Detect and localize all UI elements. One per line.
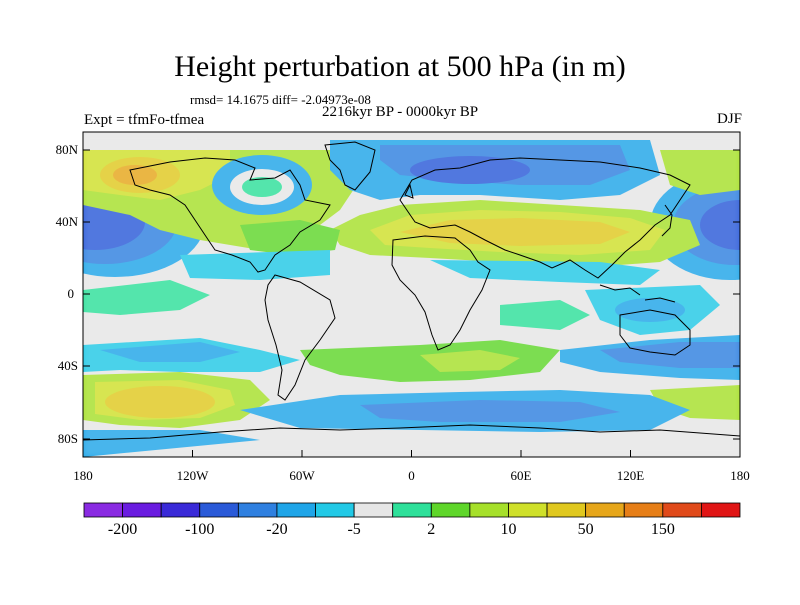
map-panel: 80N 40N 0 40S 80S 180 120W 60W 0 60E 120… [56, 131, 750, 483]
coastlines [83, 141, 740, 441]
colorbar-swatch [353, 502, 394, 518]
lon-label-0: 0 [408, 468, 415, 483]
coastline-indonesia [599, 284, 676, 303]
colorbar-swatch [122, 502, 162, 518]
plot-title: Height perturbation at 500 hPa (in m) [174, 50, 626, 83]
colorbar-swatch [508, 502, 548, 518]
colorbar-swatch [392, 502, 432, 518]
time-period-label: 2216kyr BP - 0000kyr BP [321, 104, 479, 120]
colorbar-swatch [315, 502, 355, 518]
colorbar-swatch [237, 502, 278, 518]
latitude-labels: 80N 40N 0 40S 80S [56, 142, 79, 446]
experiment-label: Expt = tfmFo-tfmea [84, 112, 205, 128]
colorbar-label: 50 [578, 521, 594, 538]
colorbar-label: -100 [185, 521, 214, 538]
coastline-japan [661, 204, 673, 237]
lat-label-40n: 40N [56, 214, 79, 229]
colorbar-label: -200 [108, 521, 137, 538]
colorbar-label: -20 [266, 521, 287, 538]
colorbar-swatch [430, 502, 471, 518]
lat-label-0: 0 [68, 286, 75, 301]
coastline-north-america [129, 157, 331, 273]
colorbar-swatch [160, 502, 201, 518]
season-label: DJF [716, 111, 742, 127]
colorbar-swatch [83, 502, 123, 518]
colorbar-label: 2 [427, 521, 435, 538]
colorbar-swatch [199, 502, 239, 518]
coastline-antarctica [83, 424, 740, 441]
rmsd-diff-stats: rmsd= 14.1675 diff= -2.04973e-08 [190, 92, 371, 107]
colorbar-swatch [701, 502, 741, 518]
lat-label-40s: 40S [58, 358, 78, 373]
colorbar-swatch [662, 502, 702, 518]
coastline-australia [619, 309, 691, 356]
colorbar [83, 502, 741, 518]
lat-label-80n: 80N [56, 142, 79, 157]
colorbar-label: 150 [651, 521, 675, 538]
lon-label-180e: 180 [730, 468, 750, 483]
colorbar-label: -5 [347, 521, 360, 538]
longitude-labels: 180 120W 60W 0 60E 120E 180 [73, 468, 750, 483]
colorbar-swatch [469, 502, 509, 518]
colorbar-labels: -200 -100 -20 -5 2 10 50 150 [108, 521, 675, 538]
lon-label-120e: 120E [617, 468, 645, 483]
axis-ticks [82, 149, 741, 457]
lon-label-120w: 120W [177, 468, 210, 483]
colorbar-label: 10 [500, 521, 516, 538]
colorbar-swatch [276, 502, 316, 518]
contour-softening [83, 132, 740, 457]
coastline-eurasia [399, 157, 691, 279]
colorbar-swatch [623, 502, 664, 518]
contour-fields [83, 132, 740, 457]
coastline-greenland [324, 141, 376, 191]
colorbar-swatch [585, 502, 625, 518]
colorbar-swatch [546, 502, 587, 518]
lon-label-60e: 60E [511, 468, 532, 483]
coastline-uk [404, 183, 414, 199]
lat-label-80s: 80S [58, 431, 78, 446]
coastline-africa [391, 235, 491, 351]
lon-label-180w: 180 [73, 468, 93, 483]
coastline-south-america [264, 274, 336, 401]
lon-label-60w: 60W [289, 468, 315, 483]
